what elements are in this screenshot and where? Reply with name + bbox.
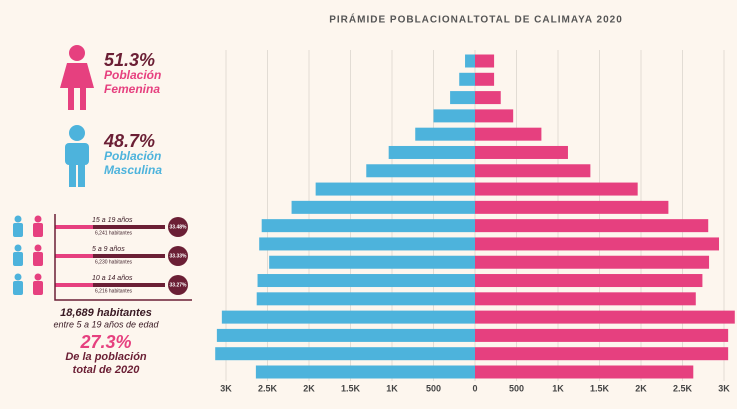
age-groups: 15 a 19 años 6,241 habitantes 33.48% 5 a 9 … [13,215,188,295]
male-label: Masculina [104,163,162,177]
x-tick-label: 1K [386,383,398,393]
person-icon [14,273,22,281]
bar [291,200,475,214]
bar [475,54,495,68]
bar [259,237,475,251]
female-label: Femenina [104,82,160,96]
bar [475,200,669,214]
age-bar [55,254,165,258]
bar [255,365,475,379]
bar [257,274,475,288]
bar [475,365,694,379]
person-icon [34,244,42,252]
age-people: 6,241 habitantes [95,230,132,236]
bar [475,145,568,159]
person-icon [14,244,22,252]
x-tick-label: 2.5K [673,383,693,393]
x-tick-label: 2K [303,383,315,393]
bar [475,164,591,178]
x-tick-label: 500 [426,383,441,393]
age-bar [55,225,165,229]
age-bar-fill [55,254,93,258]
age-label: 5 a 9 años [92,246,125,253]
share-badge [168,217,188,237]
person-icon [13,252,23,266]
share-note: total de 2020 [73,364,141,376]
male-icon [65,125,89,187]
bar [216,328,475,342]
bar [261,219,475,233]
x-tick-label: 0 [472,383,477,393]
person-icon [33,223,43,237]
share-note: De la población [65,351,147,363]
x-tick-label: 3K [220,383,232,393]
x-tick-label: 2K [635,383,647,393]
person-icon [33,252,43,266]
male-label: Población [104,149,161,163]
x-tick-label: 1.5K [341,383,361,393]
age-bar-fill [55,225,93,229]
person-icon [33,281,43,295]
bar [475,347,729,361]
bar [475,328,729,342]
bar [215,347,475,361]
bar [475,91,501,105]
bar [475,182,638,196]
bar [475,219,709,233]
x-tick-label: 1.5K [590,383,610,393]
chart-title: PIRÁMIDE POBLACIONALTOTAL DE CALIMAYA 20… [329,13,623,26]
total: 18,689 habitantes [60,307,152,319]
person-icon [14,215,22,223]
bar [475,310,735,324]
person-icon [13,281,23,295]
age-share: 33.48% [170,224,188,230]
bar [221,310,475,324]
x-tick-label: 1K [552,383,564,393]
bar [475,109,514,123]
x-tick-label: 500 [509,383,524,393]
bar [475,274,703,288]
age-bar-fill [55,283,93,287]
age-share: 33.27% [170,282,188,288]
bracket [54,214,192,301]
age-label: 10 a 14 años [92,275,133,282]
bar [256,292,475,306]
age-people: 6,230 habitantes [95,259,132,265]
bar [475,127,542,141]
female-icon [60,45,94,110]
bar [269,255,475,269]
bars [215,54,735,379]
total-note: entre 5 a 19 años de edad [53,319,159,329]
bar [475,292,696,306]
female-percent: 51.3% [104,50,155,70]
x-tick-label: 3K [718,383,730,393]
male-percent: 48.7% [103,131,155,151]
age-label: 15 a 19 años [92,217,133,224]
person-icon [34,215,42,223]
x-tick-label: 2.5K [258,383,278,393]
bar [475,72,495,86]
grid [225,50,725,381]
person-icon [13,223,23,237]
share-badge [168,275,188,295]
bar [475,255,710,269]
bar [465,54,475,68]
age-share: 33.33% [170,253,188,259]
female-label: Población [104,68,161,82]
bar [433,109,475,123]
age-people: 6,216 habitantes [95,288,132,294]
bar [366,164,475,178]
age-bar [55,283,165,287]
bar [450,91,475,105]
bar [475,237,720,251]
share: 27.3% [79,332,131,352]
share-badge [168,246,188,266]
bar [459,72,475,86]
bar [315,182,475,196]
person-icon [34,273,42,281]
bar [415,127,475,141]
bar [388,145,475,159]
